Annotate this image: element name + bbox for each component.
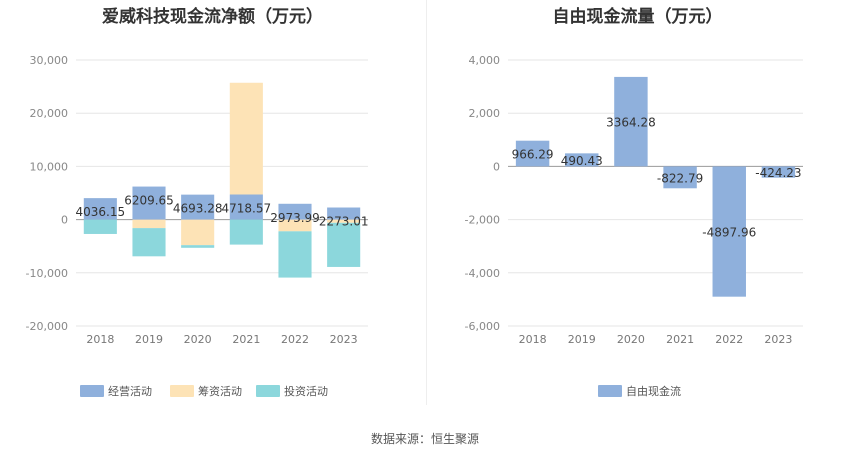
chart-title-free-cashflow: 自由现金流量（万元） [552,7,723,27]
cashflow-bar-2020-s0 [181,194,215,220]
free-cashflow-bar-2020-s0 [614,76,648,167]
cashflow-ytick-label: -10,000 [26,267,68,280]
cashflow-bar-2020-s1 [181,219,215,246]
cashflow-legend-label: 经营活动 [108,384,152,398]
cashflow-bar-2021-s2 [229,219,263,245]
free-cashflow-bar-2021-s0 [663,166,697,189]
data-source: 数据来源：恒生聚源 [370,432,479,446]
cashflow-bar-2023-s0 [327,207,361,220]
cashflow-bar-2018-s0 [83,198,117,220]
cashflow-legend-swatch [80,385,104,397]
free-cashflow-bar-2022-s0 [712,166,746,297]
cashflow-ytick-label: -20,000 [26,320,68,333]
cashflow-bar-2019-s1 [132,219,166,229]
cashflow-xtick-label: 2018 [86,333,114,346]
free-cashflow-xtick-label: 2022 [715,333,743,346]
cashflow-legend-swatch [170,385,194,397]
cashflow-xtick-label: 2020 [184,333,212,346]
free-cashflow-data-label: -424.23 [755,166,801,180]
cashflow-data-label: 2973.99 [270,211,320,225]
cashflow-bar-2023-s1 [327,219,361,223]
cashflow-bar-2019-s2 [132,228,166,257]
cashflow-xtick-label: 2023 [330,333,358,346]
free-cashflow-bar-2023-s0 [761,166,796,178]
free-cashflow-legend-swatch [598,385,622,397]
free-cashflow-data-label: -822.79 [657,171,703,185]
cashflow-bar-2023-s2 [327,222,361,267]
free-cashflow-data-label: -4897.96 [702,226,756,240]
free-cashflow-ytick-label: 4,000 [469,54,501,67]
cashflow-legend-swatch [256,385,280,397]
free-cashflow-xtick-label: 2019 [568,333,596,346]
free-cashflow-xtick-label: 2021 [666,333,694,346]
free-cashflow-ytick-label: -6,000 [465,320,500,333]
cashflow-data-label: 4036.15 [76,205,126,219]
cashflow-ytick-label: 10,000 [30,160,69,173]
cashflow-ytick-label: 20,000 [30,107,69,120]
cashflow-data-label: 4718.57 [222,201,272,215]
cashflow-bar-2022-s1 [278,219,312,232]
cashflow-data-label: 2273.01 [319,215,369,229]
cashflow-ytick-label: 30,000 [30,54,69,67]
cashflow-data-label: 6209.65 [124,194,174,208]
panel-divider [426,0,427,405]
cashflow-legend-label: 投资活动 [284,384,328,398]
free-cashflow-bar-2018-s0 [515,140,550,167]
cashflow-bar-2021-s1 [229,82,263,195]
cashflow-bar-2022-s0 [278,203,312,220]
free-cashflow-legend-label: 自由现金流 [626,384,681,398]
cashflow-data-label: 4693.28 [173,202,223,216]
cashflow-xtick-label: 2019 [135,333,163,346]
free-cashflow-data-label: 966.29 [512,148,554,162]
free-cashflow-ytick-label: -4,000 [465,267,500,280]
free-cashflow-ytick-label: 0 [493,160,500,173]
cashflow-bar-2022-s2 [278,231,312,278]
cashflow-bar-2018-s2 [83,219,117,234]
free-cashflow-xtick-label: 2023 [764,333,792,346]
cashflow-xtick-label: 2022 [281,333,309,346]
cashflow-bar-2020-s2 [181,245,215,248]
free-cashflow-bar-2019-s0 [565,153,599,167]
free-cashflow-data-label: 490.43 [561,154,603,168]
chart-title-cashflow: 爱威科技现金流净额（万元） [102,7,323,27]
free-cashflow-xtick-label: 2020 [617,333,645,346]
free-cashflow-ytick-label: -2,000 [465,214,500,227]
cashflow-bar-2021-s0 [229,194,263,220]
free-cashflow-ytick-label: 2,000 [469,107,501,120]
cashflow-ytick-label: 0 [61,214,68,227]
free-cashflow-data-label: 3364.28 [606,116,656,130]
cashflow-xtick-label: 2021 [232,333,260,346]
cashflow-legend-label: 筹资活动 [198,384,242,398]
free-cashflow-xtick-label: 2018 [519,333,547,346]
cashflow-bar-2019-s0 [132,186,166,220]
